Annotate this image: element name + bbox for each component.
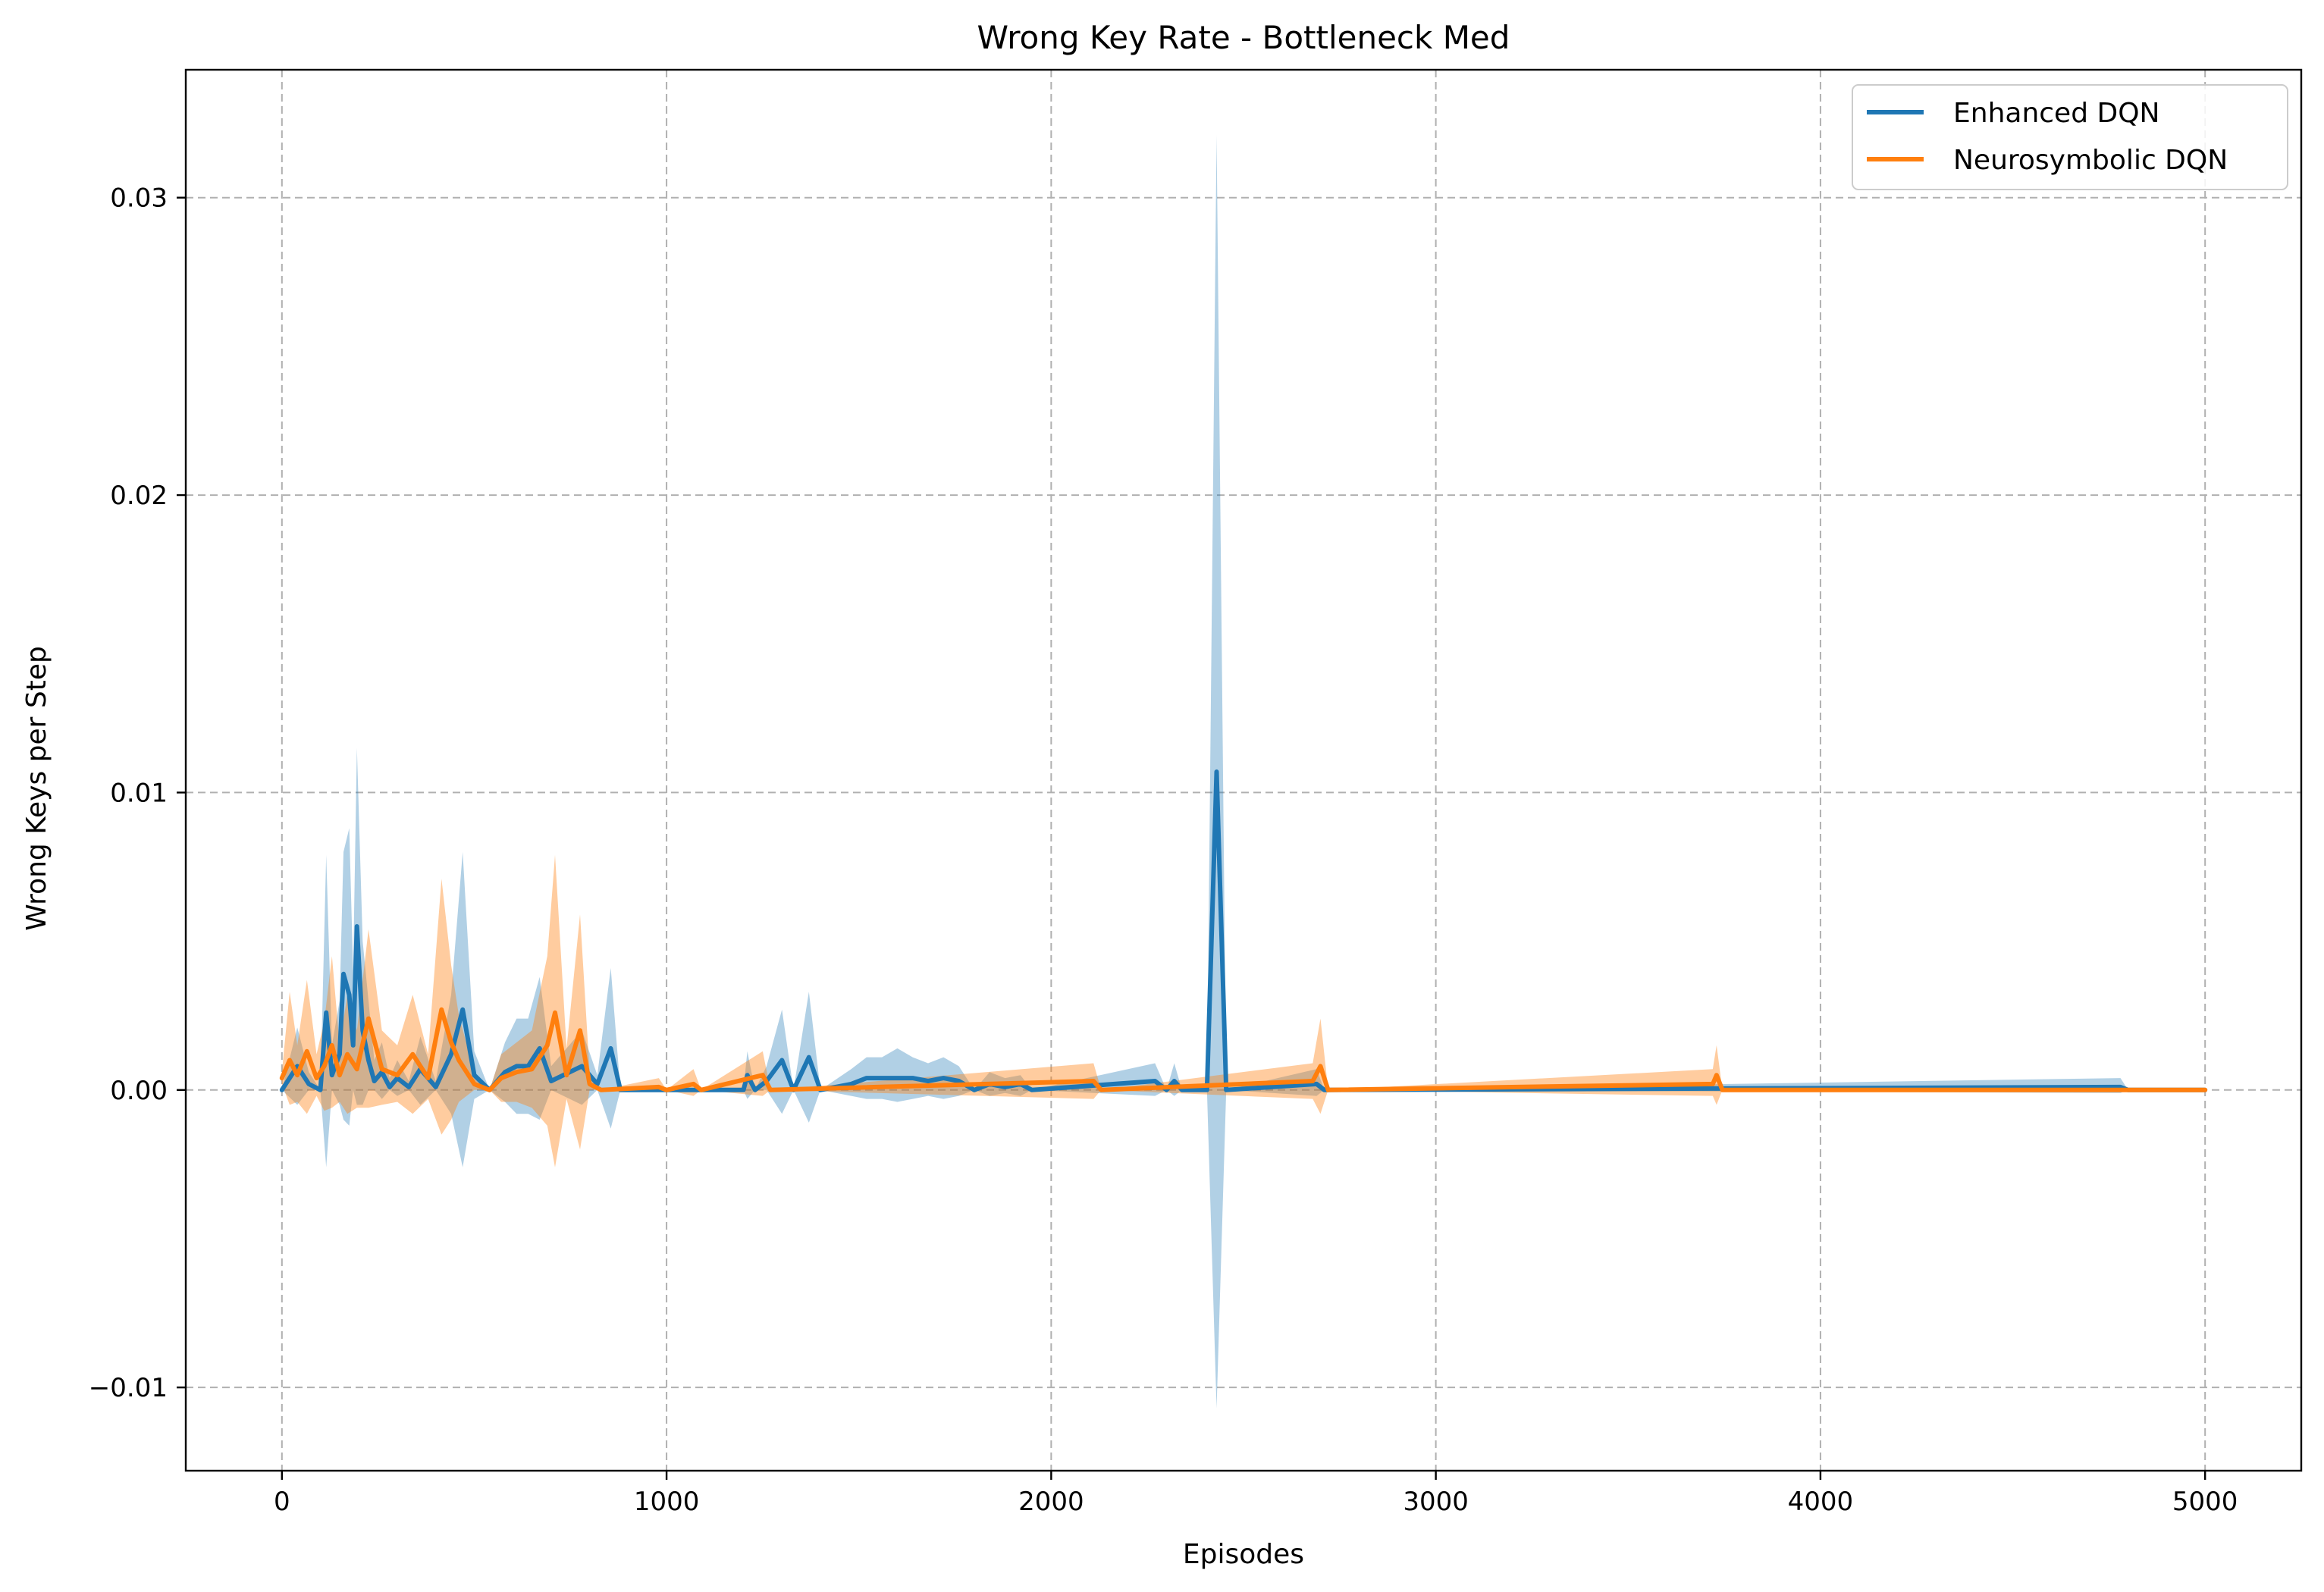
band-neurosymbolic-dqn xyxy=(281,854,2206,1167)
x-tick-label: 0 xyxy=(274,1487,290,1517)
chart-title: Wrong Key Rate - Bottleneck Med xyxy=(977,19,1510,56)
legend-label-enhanced-dqn: Enhanced DQN xyxy=(1953,98,2159,129)
band-enhanced-dqn xyxy=(281,135,2206,1409)
y-tick-label: 0.02 xyxy=(110,481,168,511)
x-tick-label: 1000 xyxy=(634,1487,700,1517)
grid-layer xyxy=(186,70,2301,1471)
y-axis-label: Wrong Keys per Step xyxy=(21,646,52,931)
x-tick-label: 5000 xyxy=(2172,1487,2238,1517)
x-tick-label: 2000 xyxy=(1018,1487,1084,1517)
line-enhanced-dqn xyxy=(279,769,2208,1092)
y-tick-label: 0.00 xyxy=(110,1076,168,1106)
y-tick-label: 0.01 xyxy=(110,778,168,808)
x-tick-label: 3000 xyxy=(1403,1487,1469,1517)
y-tick-label: 0.03 xyxy=(110,183,168,214)
plot-frame xyxy=(184,68,2303,1472)
series-lines xyxy=(279,769,2208,1092)
y-tick-label: −0.01 xyxy=(89,1373,168,1403)
line-neurosymbolic-dqn xyxy=(279,1007,2208,1092)
legend-box xyxy=(1852,84,2288,190)
legend-label-neurosymbolic-dqn: Neurosymbolic DQN xyxy=(1953,145,2228,176)
x-tick-label: 4000 xyxy=(1788,1487,1854,1517)
confidence-bands xyxy=(281,135,2206,1409)
legend: Enhanced DQN Neurosymbolic DQN xyxy=(1852,84,2288,190)
axis-ticks: 0 1000 2000 3000 4000 5000 −0.01 0.00 0.01 0.02 0.… xyxy=(89,183,2238,1517)
x-axis-label: Episodes xyxy=(1183,1539,1304,1570)
